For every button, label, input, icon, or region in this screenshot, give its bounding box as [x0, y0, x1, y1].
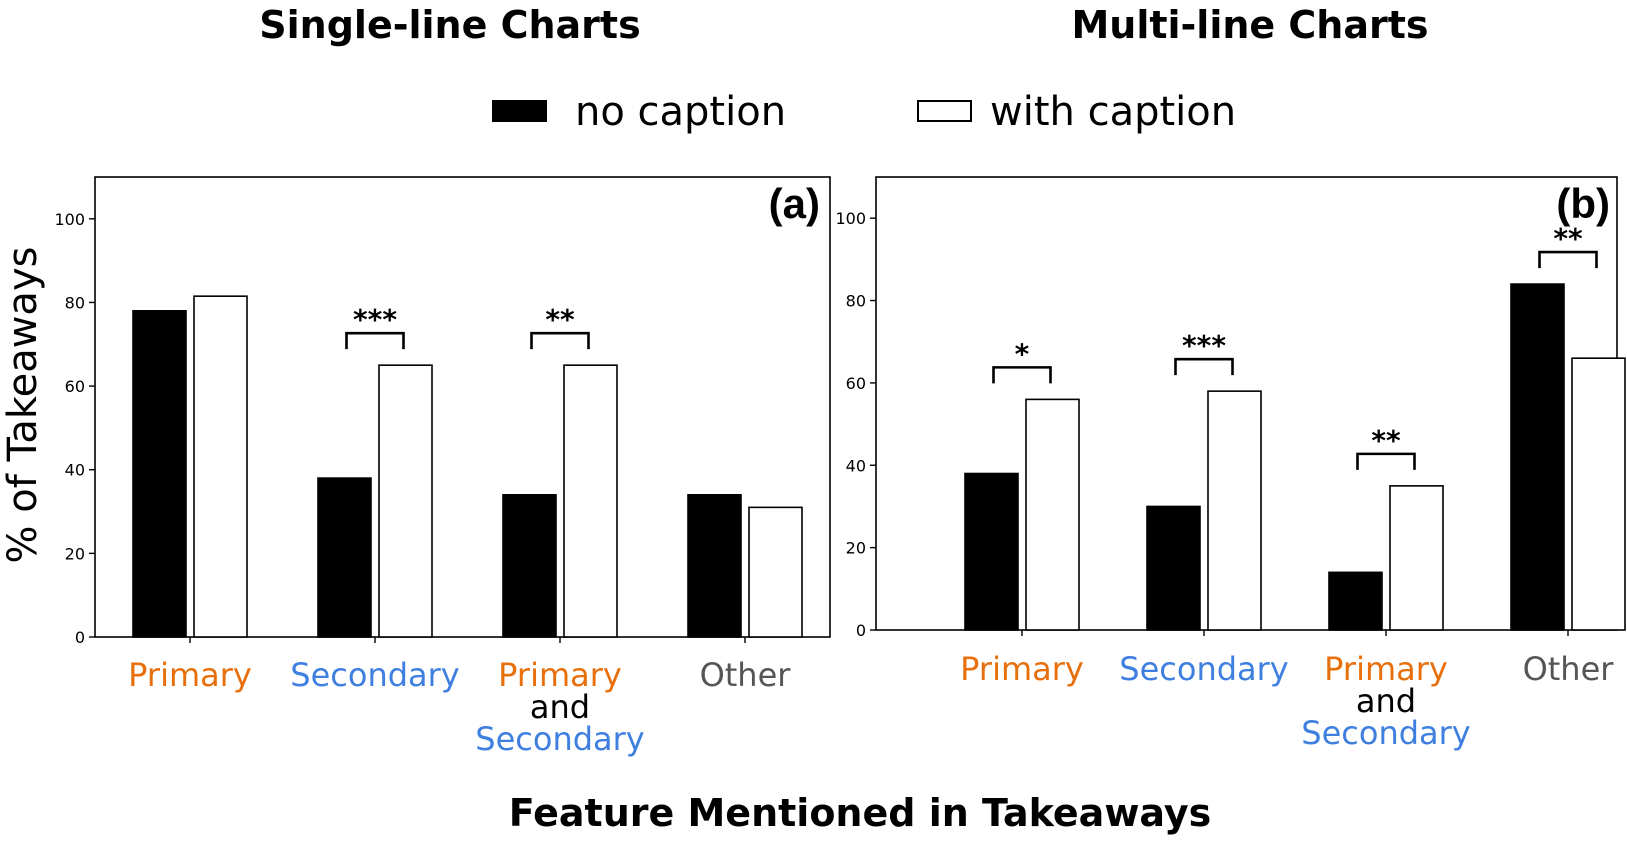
significance-bracket	[1174, 357, 1234, 376]
bar-no-caption	[964, 472, 1019, 631]
x-category-label: Secondary	[1119, 650, 1288, 688]
x-category-label: Primary	[498, 656, 622, 694]
y-tick-label: 60	[65, 377, 85, 396]
bar-with-caption	[563, 364, 618, 638]
bar-with-caption	[1389, 485, 1444, 631]
right-title: Multi-line Charts	[1071, 3, 1428, 47]
legend-swatch-no-caption	[492, 100, 547, 122]
significance-bracket	[992, 366, 1052, 384]
bar-with-caption	[748, 506, 803, 638]
x-category-label: and	[530, 688, 590, 726]
x-category-label: Primary	[128, 656, 252, 694]
significance-label: ***	[353, 303, 397, 336]
bar-no-caption	[687, 494, 742, 638]
significance-bracket	[1356, 452, 1416, 470]
left-title: Single-line Charts	[259, 3, 640, 47]
significance-bracket	[1538, 250, 1598, 269]
y-tick-label: 60	[846, 374, 866, 393]
significance-label: ***	[1182, 329, 1226, 362]
panel-label: (a)	[769, 180, 820, 227]
panel-label: (b)	[1556, 180, 1610, 227]
legend-label-with-caption: with caption	[990, 89, 1236, 135]
y-tick-label: 20	[846, 539, 866, 558]
y-tick-label: 100	[54, 210, 85, 229]
y-axis-label: % of Takeaways	[0, 247, 46, 564]
significance-label: **	[1553, 222, 1583, 255]
y-tick-label: 40	[65, 461, 85, 480]
significance-label: **	[545, 303, 575, 336]
legend-swatch-with-caption	[917, 100, 972, 122]
bar-with-caption	[378, 364, 433, 638]
bar-no-caption	[317, 477, 372, 638]
bar-no-caption	[502, 494, 557, 638]
x-category-label: Primary	[1324, 650, 1448, 688]
x-category-label: Other	[700, 656, 792, 694]
y-tick-label: 100	[835, 209, 866, 228]
bar-with-caption	[1207, 390, 1262, 631]
significance-label: **	[1371, 424, 1401, 457]
bar-no-caption	[1510, 283, 1565, 631]
y-tick-label: 20	[65, 544, 85, 563]
bar-with-caption	[1025, 398, 1080, 631]
bar-with-caption	[1571, 357, 1626, 631]
legend: no caption with caption	[492, 89, 1236, 135]
x-axis-label: Feature Mentioned in Takeaways	[509, 791, 1212, 835]
bar-no-caption	[132, 310, 187, 638]
y-tick-label: 80	[65, 293, 85, 312]
y-tick-label: 40	[846, 456, 866, 475]
bar-no-caption	[1146, 505, 1201, 631]
y-tick-label: 80	[846, 292, 866, 311]
x-category-label: Secondary	[475, 720, 644, 758]
x-category-label: Secondary	[1301, 714, 1470, 752]
significance-bracket	[530, 331, 590, 350]
panel-b: 020406080100Primary*Secondary***Primarya…	[835, 176, 1626, 752]
x-category-label: Secondary	[290, 656, 459, 694]
bar-no-caption	[1328, 571, 1383, 631]
legend-label-no-caption: no caption	[575, 89, 786, 135]
significance-label: *	[1015, 337, 1030, 370]
bar-with-caption	[193, 295, 248, 638]
x-category-label: Primary	[960, 650, 1084, 688]
x-category-label: Other	[1523, 650, 1615, 688]
x-category-label: and	[1356, 682, 1416, 720]
significance-bracket	[345, 331, 405, 350]
plot-frame	[94, 176, 831, 638]
y-tick-label: 0	[856, 621, 866, 640]
y-tick-label: 0	[75, 628, 85, 647]
